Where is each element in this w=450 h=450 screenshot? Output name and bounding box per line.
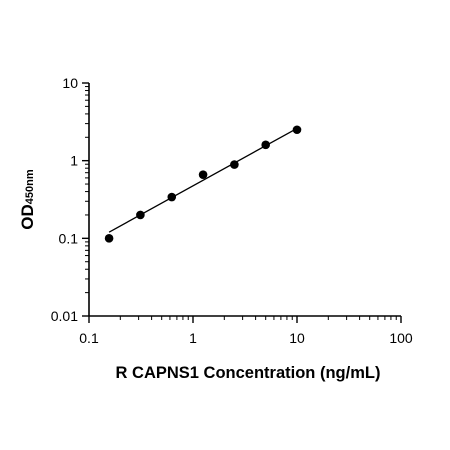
data-point xyxy=(136,210,145,220)
data-point xyxy=(292,125,302,135)
y-tick-label: 0.1 xyxy=(59,230,79,246)
x-tick-label: 0.1 xyxy=(79,330,99,346)
y-axis-label: OD450nm xyxy=(18,169,37,230)
y-axis-label-main: OD xyxy=(18,204,37,230)
x-ticks: 0.1 1 10 100 xyxy=(79,316,413,346)
y-tick-label: 10 xyxy=(62,75,78,91)
x-tick-label: 10 xyxy=(289,330,305,346)
y-ticks: 0.01 0.1 1 10 xyxy=(51,75,89,324)
data-point xyxy=(230,160,239,169)
data-points xyxy=(104,125,302,243)
x-tick-label: 1 xyxy=(189,330,197,346)
y-tick-label: 1 xyxy=(70,153,78,169)
x-tick-label: 100 xyxy=(389,330,413,346)
data-point xyxy=(261,140,270,150)
y-axis-label-subscript: 450nm xyxy=(24,169,36,204)
y-tick-label: 0.01 xyxy=(51,308,78,324)
axes xyxy=(88,83,401,317)
data-point xyxy=(198,170,208,179)
data-point xyxy=(167,192,177,202)
data-point xyxy=(104,234,114,243)
x-axis-label: R CAPNS1 Concentration (ng/mL) xyxy=(116,364,381,382)
